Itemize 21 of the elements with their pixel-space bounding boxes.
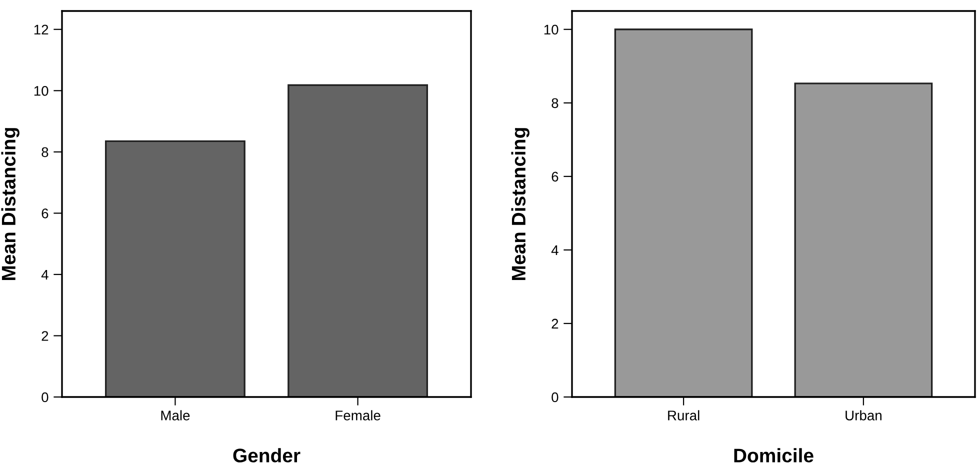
x-tick-label: Urban — [846, 410, 882, 420]
x-axis-title: Gender — [233, 448, 300, 462]
y-tick-label: 6 — [552, 172, 558, 182]
y-axis-title: Mean Distancing — [511, 128, 530, 280]
y-tick-label: 4 — [551, 245, 558, 255]
x-tick-label: Rural — [668, 410, 700, 420]
y-tick-label: 8 — [552, 98, 558, 108]
x-tick-label: Male — [161, 410, 190, 420]
x-tick-label: Female — [336, 410, 380, 420]
x-axis-title: Domicile — [734, 448, 814, 462]
y-tick-label: 8 — [42, 147, 48, 158]
y-tick-label: 2 — [552, 318, 558, 329]
y-tick-label: 0 — [42, 392, 48, 402]
y-tick-label: 4 — [41, 270, 48, 280]
y-tick-label: 10 — [544, 24, 558, 35]
y-tick-label: 0 — [552, 392, 558, 402]
y-tick-label: 6 — [42, 208, 48, 218]
y-tick-label: 2 — [42, 331, 48, 341]
y-axis-title: Mean Distancing — [1, 128, 20, 280]
y-tick-label: 12 — [34, 24, 48, 34]
y-tick-label: 10 — [34, 86, 48, 96]
